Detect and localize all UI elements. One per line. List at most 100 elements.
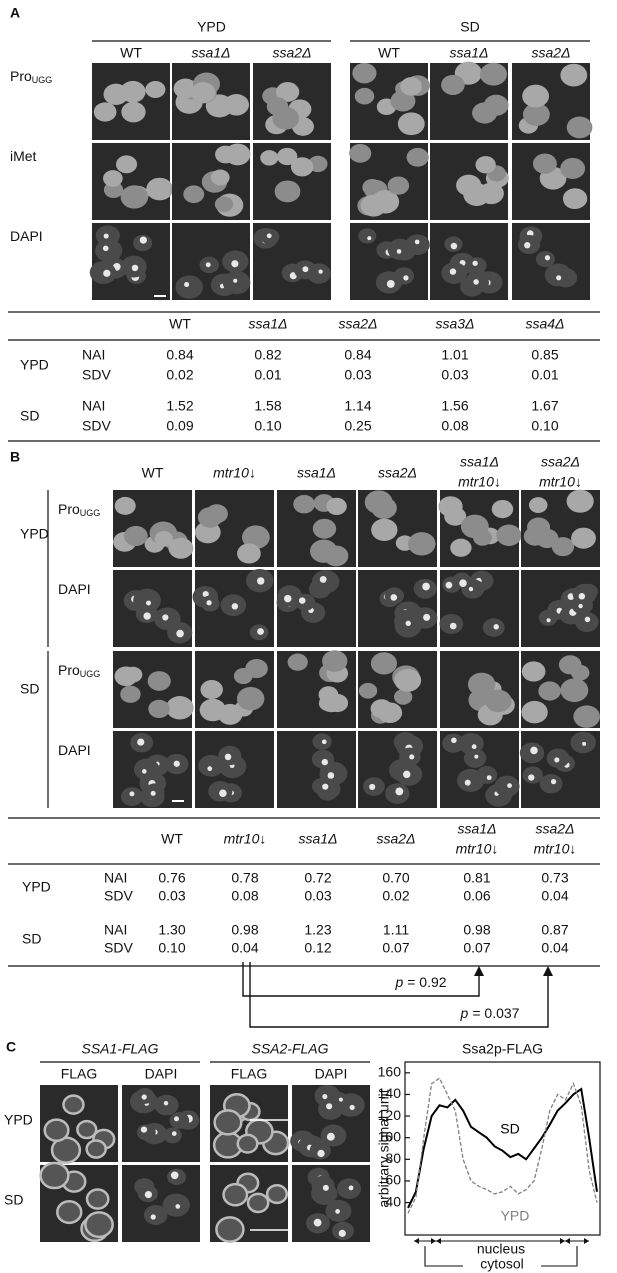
strain-header: WT — [142, 465, 164, 481]
micrograph — [521, 651, 600, 728]
cell — [349, 143, 372, 163]
table-cell: 0.82 — [254, 347, 281, 363]
nucleus-spot — [205, 262, 211, 268]
cell — [566, 116, 593, 139]
cell — [456, 768, 485, 793]
nucleus-spot — [224, 753, 232, 761]
cell — [322, 650, 348, 672]
group-label: YPD — [20, 526, 49, 542]
cell — [120, 185, 149, 209]
cell — [573, 705, 600, 728]
cell — [473, 529, 493, 546]
cell — [390, 90, 416, 112]
series-label: SD — [500, 1121, 519, 1137]
nucleus-spot — [486, 775, 492, 781]
table-cell: 0.03 — [304, 888, 331, 904]
micrograph — [512, 63, 593, 140]
nucleus-spot — [322, 1093, 328, 1100]
micrograph — [430, 143, 509, 220]
nucleus-spot — [390, 594, 398, 601]
cell — [43, 1118, 70, 1143]
nucleus-spot — [348, 1185, 354, 1191]
micrograph — [92, 143, 174, 220]
row-label: SDV — [82, 418, 111, 434]
nucleus-spot — [396, 249, 402, 254]
column-header: WT — [161, 831, 183, 847]
nucleus-spot — [335, 1209, 340, 1214]
p-text: = 0.92 — [407, 974, 447, 990]
scale-bar — [172, 800, 184, 802]
cell — [136, 1124, 156, 1141]
nucleus-spot — [445, 581, 453, 589]
nucleus-spot — [528, 774, 535, 781]
arrowhead — [584, 1238, 589, 1244]
strain-header: WT — [378, 45, 400, 61]
nucleus-spot — [150, 1214, 156, 1220]
micrograph — [210, 1165, 289, 1243]
group-header: YPD — [197, 19, 226, 35]
cell — [467, 257, 487, 274]
cell — [233, 668, 253, 685]
cell — [535, 528, 559, 549]
cell — [287, 653, 308, 671]
p-value: p = 0.037 — [460, 1005, 520, 1021]
cell — [522, 103, 550, 126]
cell — [475, 156, 496, 174]
cell — [121, 101, 146, 123]
nucleus-spot — [409, 754, 415, 760]
nucleus-spot — [471, 744, 477, 750]
nucleus-spot — [257, 628, 264, 635]
arrowhead — [565, 1238, 570, 1244]
cell — [441, 74, 465, 95]
cell — [352, 62, 377, 84]
row-label-main: Pro — [10, 68, 32, 84]
cell — [370, 652, 398, 675]
cell — [242, 525, 270, 550]
cell — [154, 531, 174, 547]
y-tick-label: 160 — [378, 1064, 402, 1080]
cell — [223, 94, 250, 116]
channel-header: DAPI — [145, 1066, 178, 1082]
nucleus-spot — [102, 245, 109, 252]
series-line — [407, 1077, 598, 1214]
chart-title: Ssa2p-FLAG — [462, 1041, 543, 1057]
group-label: SD — [20, 681, 39, 697]
table-cell: 0.03 — [441, 367, 468, 383]
cell — [265, 1184, 289, 1205]
micrograph — [512, 223, 590, 300]
row-label: SDV — [82, 367, 111, 383]
micrograph — [122, 1165, 200, 1242]
cell — [442, 733, 465, 753]
cell — [133, 758, 160, 781]
table-cell: 0.70 — [382, 870, 409, 886]
micrograph — [172, 223, 251, 300]
cell — [538, 681, 561, 701]
nucleus-spot — [584, 616, 591, 623]
micrograph — [292, 1165, 370, 1242]
cell — [494, 775, 520, 797]
cell — [272, 106, 300, 130]
table-cell: 0.73 — [541, 870, 568, 886]
nucleus-spot — [524, 242, 531, 249]
cell — [560, 678, 589, 703]
nucleus-spot — [207, 766, 213, 772]
nucleus-spot — [403, 770, 411, 779]
micrograph — [113, 651, 194, 728]
row-label-main: DAPI — [58, 742, 91, 758]
cell — [95, 238, 123, 263]
nucleus-spot — [103, 233, 109, 239]
cell — [147, 671, 171, 691]
table-cell: 0.03 — [158, 888, 185, 904]
row-label: SDV — [104, 940, 133, 956]
column-header: ssa2Δ — [536, 821, 575, 837]
nucleus-spot — [131, 264, 139, 272]
micrograph — [519, 731, 600, 808]
column-header: ssa3Δ — [436, 316, 475, 332]
nucleus-spot — [423, 613, 431, 621]
cell — [560, 63, 588, 87]
cell — [491, 499, 514, 519]
cell — [318, 695, 338, 712]
cell — [371, 189, 400, 214]
nucleus-spot — [582, 741, 587, 746]
nucleus-spot — [170, 1171, 179, 1180]
